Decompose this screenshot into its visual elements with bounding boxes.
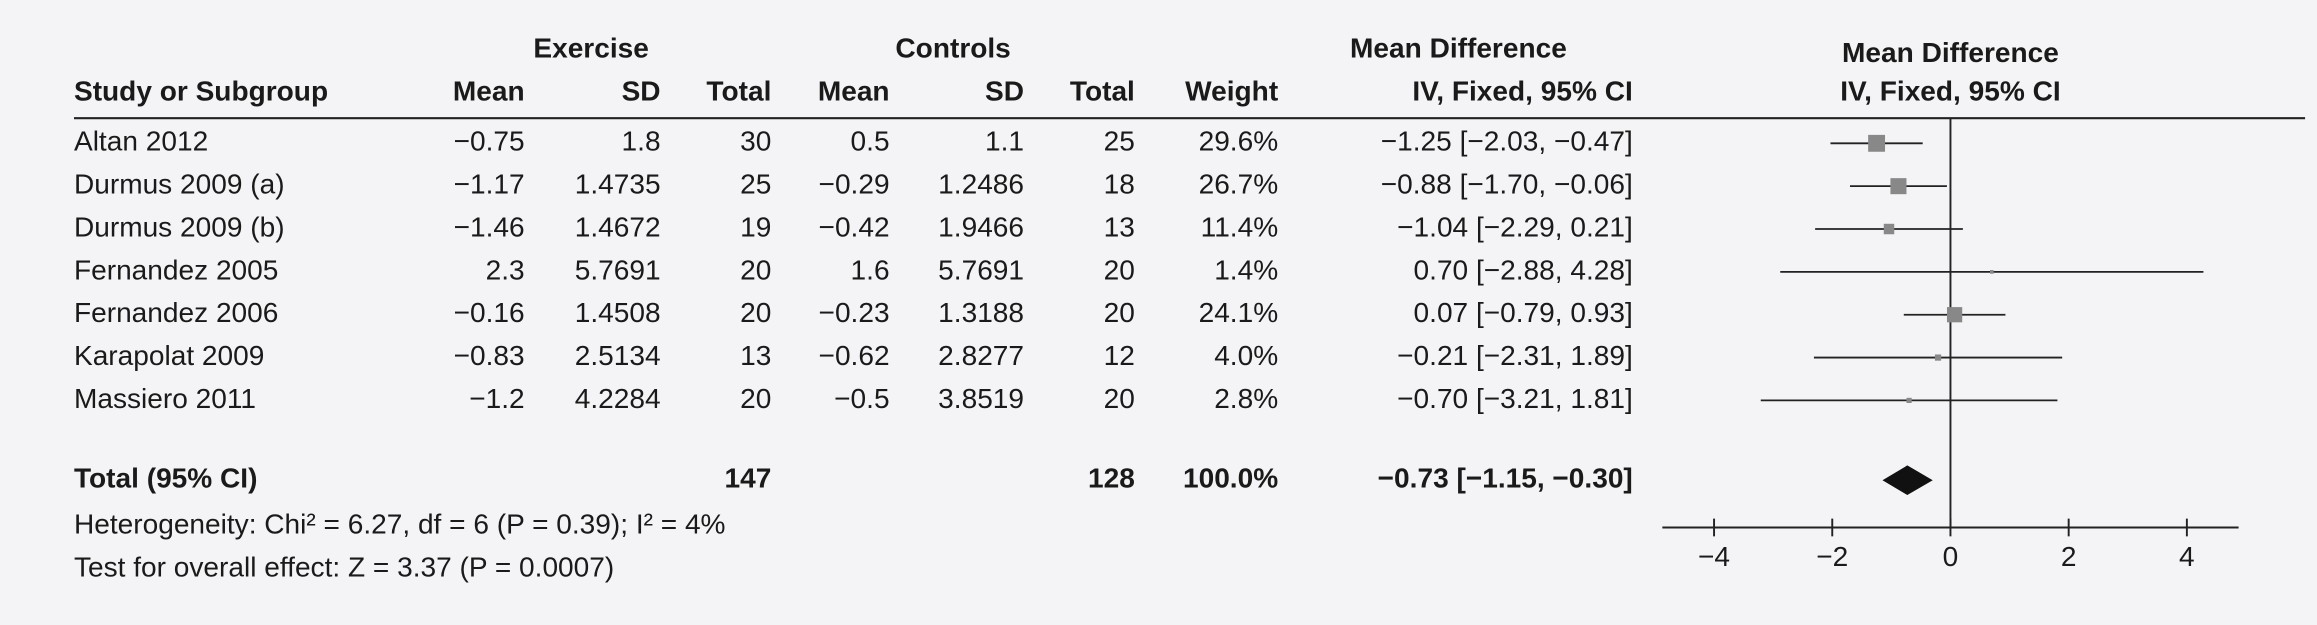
table-cell: 1.2486 [938,169,1024,200]
ci-cell: −1.25 [−2.03, −0.47] [1381,126,1633,157]
column-header: SD [622,76,661,107]
table-cell: 30 [740,126,771,157]
table-cell: 20 [1104,254,1135,285]
table-cell: −0.23 [819,297,890,328]
weight-cell: 24.1% [1199,297,1279,328]
table-cell: 2.8277 [938,340,1024,371]
table-cell: 1.4735 [575,169,661,200]
ci-cell: −0.70 [−3.21, 1.81] [1397,383,1633,414]
weight-square [1989,270,1994,274]
plot-subtitle: IV, Fixed, 95% CI [1840,76,2060,107]
table-cell: 20 [740,297,771,328]
group-header: Exercise [533,33,648,64]
table-cell: −1.2 [469,383,524,414]
total-weight: 100.0% [1183,463,1278,494]
table-cell: 18 [1104,169,1135,200]
total-diamond [1882,465,1933,495]
table-cell: 1.4672 [575,211,661,242]
table-cell: 1.8 [622,126,661,157]
total-label: Total (95% CI) [74,463,257,494]
column-header: Mean [453,76,525,107]
weight-cell: 1.4% [1214,254,1278,285]
weight-square [1868,134,1886,152]
note: Test for overall effect: Z = 3.37 (P = 0… [74,551,614,582]
weight-cell: 11.4% [1201,211,1279,242]
table-cell: 19 [740,211,771,242]
table-cell: 5.7691 [938,254,1024,285]
ci-cell: 0.70 [−2.88, 4.28] [1414,254,1633,285]
column-header: SD [985,76,1024,107]
table-cell: Massiero 2011 [74,383,256,414]
total-cell: 147 [725,463,772,494]
table-cell: 1.6 [851,254,890,285]
column-header: Mean Difference [1350,33,1567,64]
weight-square [1946,307,1963,323]
ci-cell: 0.07 [−0.79, 0.93] [1414,297,1633,328]
table-cell: 1.4508 [575,297,661,328]
plot-title: Mean Difference [1842,37,2059,68]
table-cell: −0.5 [834,383,889,414]
table-cell: −0.75 [454,126,525,157]
group-header: Controls [895,33,1010,64]
table-cell: Karapolat 2009 [74,340,264,371]
table-cell: Durmus 2009 (b) [74,211,285,242]
x-tick-label: 2 [2061,541,2077,572]
x-tick-label: −2 [1816,541,1848,572]
table-cell: 2.3 [486,254,525,285]
x-tick-label: 0 [1943,541,1959,572]
table-cell: 1.3188 [938,297,1024,328]
weight-square [1906,397,1912,404]
table-cell: Fernandez 2006 [74,297,278,328]
table-cell: −1.46 [454,211,525,242]
table-cell: 20 [1104,297,1135,328]
table-cell: 13 [1104,211,1135,242]
column-header: Weight [1185,76,1278,107]
table-cell: −1.17 [454,169,525,200]
weight-cell: 29.6% [1199,126,1279,157]
table-cell: 3.8519 [938,383,1024,414]
table-cell: 12 [1104,340,1135,371]
weight-square [1934,354,1942,361]
table-cell: −0.16 [454,297,525,328]
column-header: Total [706,76,771,107]
table-cell: 5.7691 [575,254,661,285]
column-header: Total [1070,76,1135,107]
table-cell: Durmus 2009 (a) [74,169,285,200]
table-cell: 20 [1104,383,1135,414]
weight-square [1890,178,1907,195]
table-cell: 4.2284 [575,383,661,414]
column-header: Mean [818,76,890,107]
table-cell: Fernandez 2005 [74,254,278,285]
table-cell: 20 [740,383,771,414]
table-cell: 25 [740,169,771,200]
table-cell: 0.5 [851,126,890,157]
table-cell: −0.42 [819,211,890,242]
column-header: IV, Fixed, 95% CI [1412,76,1632,107]
total-cell: 128 [1088,463,1135,494]
weight-cell: 26.7% [1199,169,1279,200]
total-ci: −0.73 [−1.15, −0.30] [1378,463,1633,494]
ci-cell: −1.04 [−2.29, 0.21] [1397,211,1633,242]
weight-cell: 4.0% [1214,340,1278,371]
table-cell: 13 [740,340,771,371]
table-cell: −0.83 [454,340,525,371]
x-tick-label: 4 [2179,541,2195,572]
table-cell: −0.29 [819,169,890,200]
x-tick-label: −4 [1698,541,1730,572]
table-cell: 1.9466 [938,211,1024,242]
note: Heterogeneity: Chi² = 6.27, df = 6 (P = … [74,508,726,539]
column-header: Study or Subgroup [74,76,328,107]
table-cell: Altan 2012 [74,126,208,157]
table-cell: 20 [740,254,771,285]
table-cell: 2.5134 [575,340,661,371]
table-cell: 1.1 [985,126,1024,157]
weight-square [1883,223,1895,235]
ci-cell: −0.21 [−2.31, 1.89] [1397,340,1633,371]
weight-cell: 2.8% [1214,383,1278,414]
table-cell: −0.62 [819,340,890,371]
ci-cell: −0.88 [−1.70, −0.06] [1381,169,1633,200]
table-cell: 25 [1104,126,1135,157]
